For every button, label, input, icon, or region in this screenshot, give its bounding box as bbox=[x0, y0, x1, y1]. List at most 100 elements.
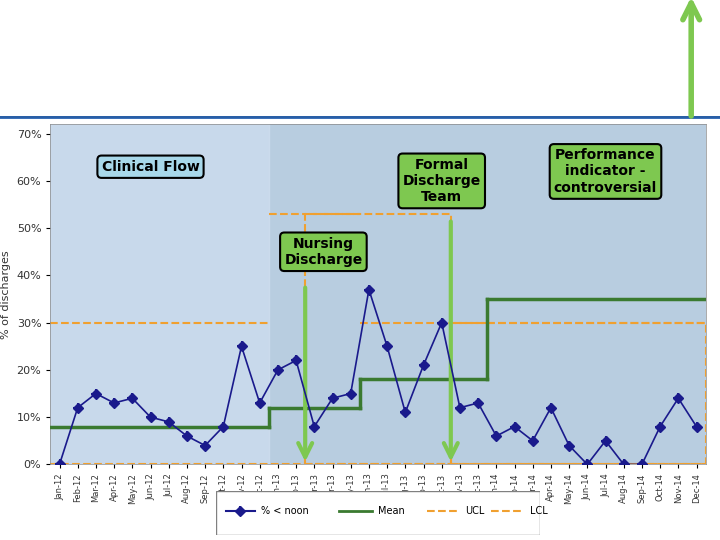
Bar bbox=[0, 117, 720, 118]
Bar bbox=[0, 117, 720, 118]
Text: LCL: LCL bbox=[530, 506, 548, 516]
Bar bbox=[0, 117, 720, 119]
Bar bbox=[0, 117, 720, 118]
Bar bbox=[0, 117, 720, 118]
Bar bbox=[0, 117, 720, 118]
Bar bbox=[0, 117, 720, 118]
Bar bbox=[0, 117, 720, 118]
Text: Bear Ward Discharges < Midday: Bear Ward Discharges < Midday bbox=[14, 32, 720, 75]
Bar bbox=[0, 117, 720, 118]
Bar bbox=[0, 118, 720, 119]
Bar bbox=[0, 117, 720, 118]
Bar bbox=[0, 117, 720, 118]
Bar bbox=[0, 117, 720, 118]
Bar bbox=[0, 117, 720, 118]
Bar bbox=[0, 117, 720, 118]
Bar bbox=[0, 117, 720, 118]
Bar bbox=[0, 117, 720, 118]
Bar bbox=[0, 117, 720, 118]
Bar bbox=[0, 117, 720, 119]
Bar bbox=[0, 117, 720, 118]
Bar bbox=[0, 117, 720, 118]
Bar bbox=[0, 117, 720, 118]
Bar bbox=[0, 117, 720, 118]
Bar bbox=[0, 118, 720, 119]
Text: Nursing
Discharge: Nursing Discharge bbox=[284, 237, 363, 267]
Bar bbox=[0, 117, 720, 119]
Bar bbox=[0, 118, 720, 119]
Bar bbox=[0, 117, 720, 118]
Bar bbox=[0, 117, 720, 118]
Bar bbox=[0, 117, 720, 119]
Bar bbox=[0, 117, 720, 118]
Bar bbox=[0, 117, 720, 118]
Bar bbox=[0, 117, 720, 118]
FancyBboxPatch shape bbox=[216, 491, 540, 535]
Bar bbox=[0, 117, 720, 119]
Bar bbox=[0, 117, 720, 118]
Bar bbox=[0, 117, 720, 118]
Bar bbox=[0, 117, 720, 118]
Bar bbox=[0, 117, 720, 118]
Bar bbox=[0, 117, 720, 118]
Bar bbox=[0, 118, 720, 119]
Bar bbox=[0, 118, 720, 119]
Bar bbox=[0, 117, 720, 119]
Text: Formal
Discharge
Team: Formal Discharge Team bbox=[402, 158, 481, 204]
Bar bbox=[0, 118, 720, 119]
Text: % of Discharges Home from Bear Ward before midday
(excluding transfers to other : % of Discharges Home from Bear Ward befo… bbox=[120, 90, 384, 112]
Bar bbox=[0, 117, 720, 118]
Bar bbox=[0, 117, 720, 118]
Bar bbox=[0, 117, 720, 118]
Bar bbox=[0, 117, 720, 118]
Bar bbox=[0, 118, 720, 119]
Bar bbox=[0, 117, 720, 118]
Bar bbox=[0, 118, 720, 119]
Bar bbox=[0, 117, 720, 118]
Bar bbox=[0, 117, 720, 118]
Bar bbox=[0, 118, 720, 119]
Bar bbox=[0, 117, 720, 118]
Bar bbox=[0, 117, 720, 118]
Bar bbox=[0, 117, 720, 118]
Bar bbox=[0, 117, 720, 118]
Text: Performance
indicator -
controversial: Performance indicator - controversial bbox=[554, 148, 657, 194]
Bar bbox=[0, 117, 720, 118]
Bar bbox=[0, 118, 720, 119]
Bar bbox=[0, 117, 720, 118]
Bar bbox=[0, 117, 720, 118]
Bar bbox=[0, 117, 720, 118]
Bar bbox=[0, 117, 720, 118]
Bar bbox=[0, 117, 720, 118]
Bar bbox=[0, 118, 720, 119]
Text: Clinical Flow: Clinical Flow bbox=[102, 160, 199, 174]
Bar bbox=[0, 118, 720, 119]
Text: Mean: Mean bbox=[378, 506, 405, 516]
Bar bbox=[0, 117, 720, 119]
Bar bbox=[0, 117, 720, 118]
Bar bbox=[0, 117, 720, 118]
Bar bbox=[0, 117, 720, 118]
Y-axis label: % of discharges: % of discharges bbox=[1, 250, 11, 339]
Bar bbox=[0, 117, 720, 118]
Bar bbox=[0, 118, 720, 119]
Bar bbox=[0, 117, 720, 118]
Bar bbox=[0, 117, 720, 118]
Bar bbox=[50, 124, 269, 464]
Bar bbox=[0, 117, 720, 118]
Bar bbox=[0, 118, 720, 119]
Bar bbox=[0, 117, 720, 118]
Bar bbox=[0, 117, 720, 118]
Bar bbox=[0, 117, 720, 118]
Bar bbox=[0, 117, 720, 118]
Bar bbox=[0, 117, 720, 119]
Bar bbox=[0, 117, 720, 118]
Bar bbox=[0, 117, 720, 118]
Bar bbox=[0, 117, 720, 118]
Bar bbox=[0, 117, 720, 118]
Bar bbox=[0, 117, 720, 118]
Bar bbox=[0, 117, 720, 118]
Bar bbox=[0, 117, 720, 118]
Bar bbox=[0, 117, 720, 118]
Bar bbox=[0, 117, 720, 118]
